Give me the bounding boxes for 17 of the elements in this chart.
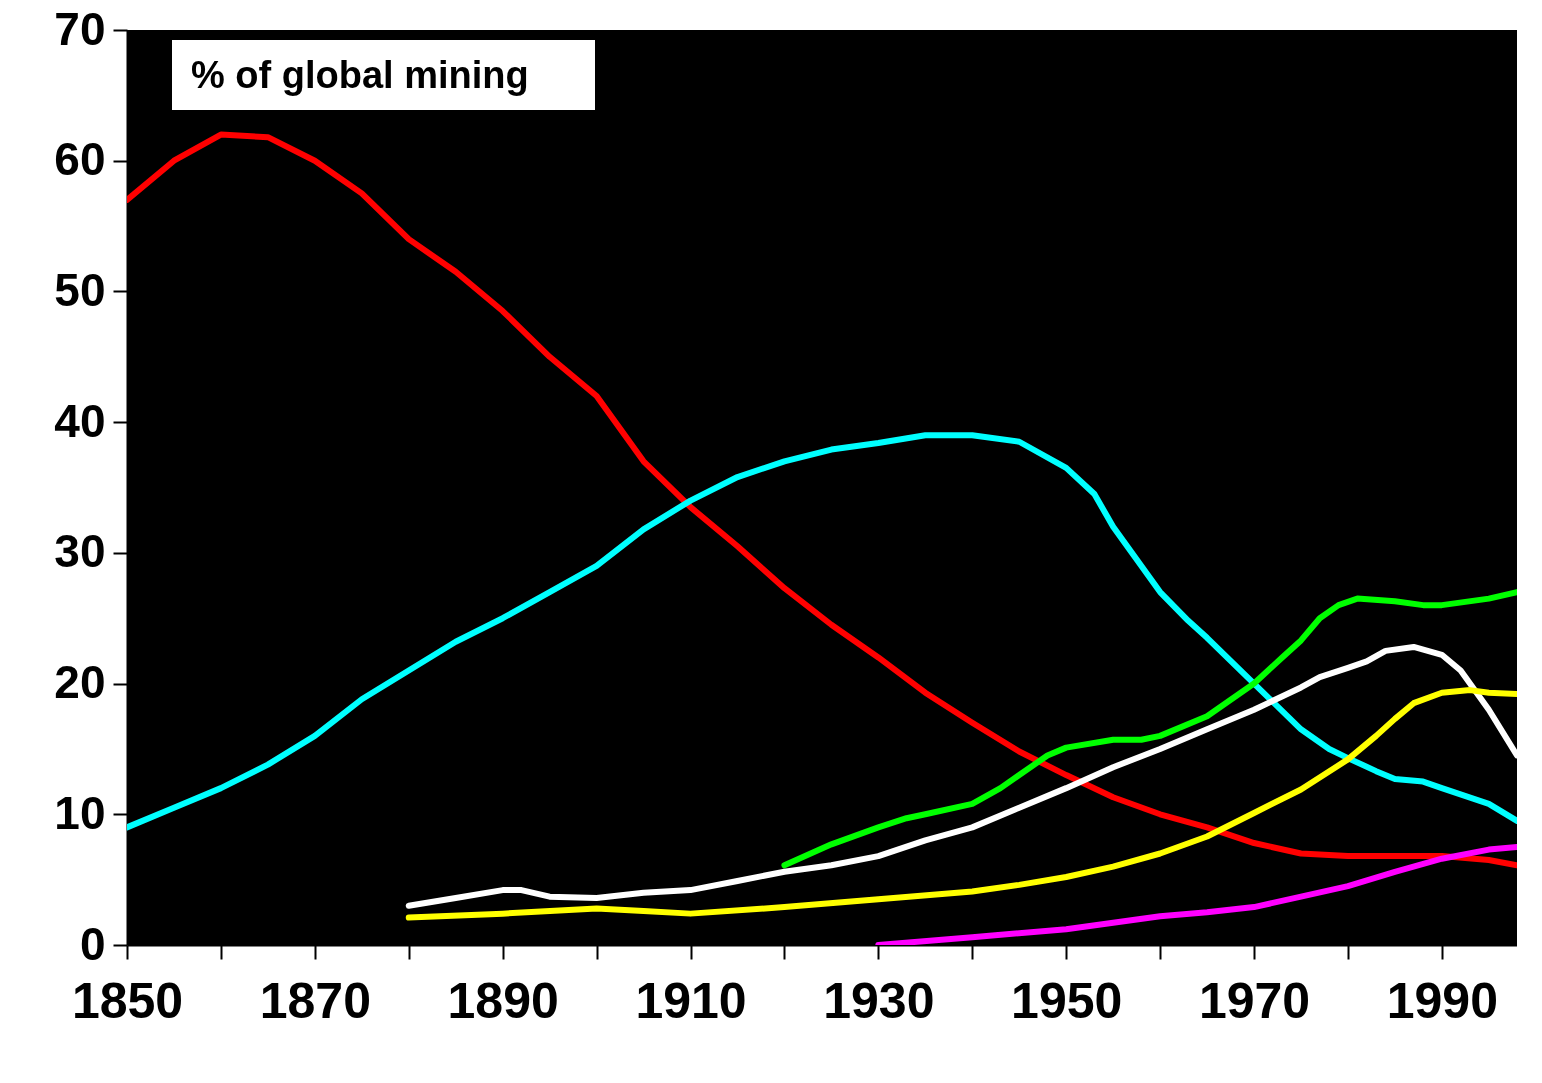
x-tick-label: 1950 <box>1011 972 1123 1029</box>
x-tick-label: 1870 <box>259 972 371 1029</box>
x-tick-label: 1890 <box>447 972 559 1029</box>
x-tick-label: 1850 <box>71 972 184 1029</box>
y-tick-label: 0 <box>79 917 106 970</box>
y-tick-label: 50 <box>54 263 106 316</box>
x-tick-label: 1990 <box>1386 972 1498 1029</box>
y-tick-label: 40 <box>54 394 106 447</box>
x-tick-label: 1910 <box>635 972 747 1029</box>
y-tick-label: 30 <box>54 525 106 578</box>
y-tick-label: 60 <box>54 133 106 186</box>
x-tick-label: 1970 <box>1198 972 1311 1029</box>
y-tick-label: 10 <box>54 786 106 839</box>
y-tick-label: 20 <box>54 656 106 709</box>
annotation: % of global mining <box>191 54 529 96</box>
y-tick-label: 70 <box>54 2 106 55</box>
x-tick-label: 1930 <box>823 972 935 1029</box>
